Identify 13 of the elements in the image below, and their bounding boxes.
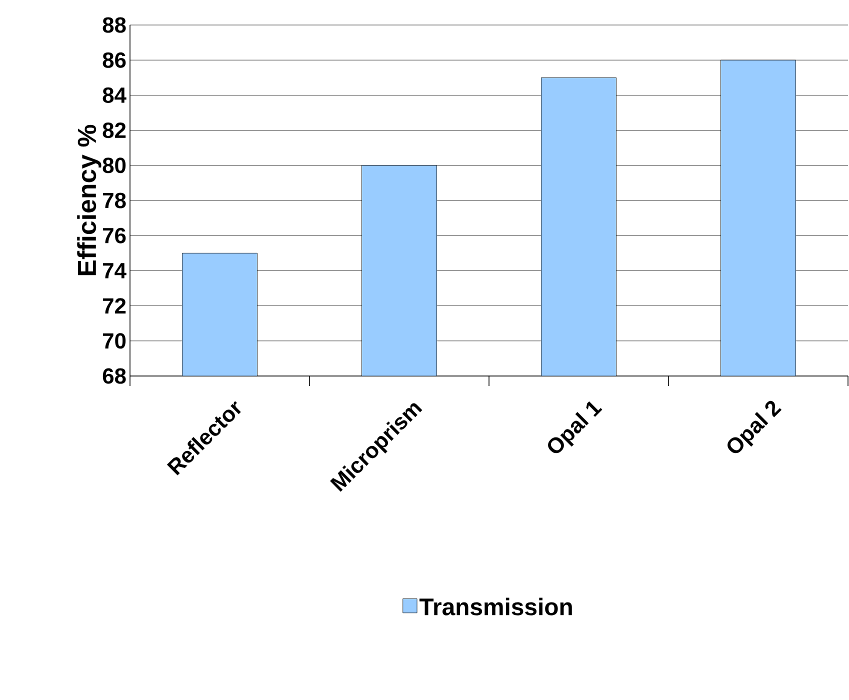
y-tick-label: 80 xyxy=(102,158,126,174)
y-axis-title: Efficiency % xyxy=(77,124,102,276)
y-tick-label: 86 xyxy=(102,52,126,68)
y-tick-label: 84 xyxy=(102,87,126,103)
y-tick-label: 70 xyxy=(103,333,126,349)
y-tick-label: 88 xyxy=(102,17,126,33)
y-tick-label: 76 xyxy=(103,228,126,244)
y-tick-label: 82 xyxy=(102,122,126,138)
legend-label: Transmission xyxy=(419,598,572,616)
y-tick-label: 78 xyxy=(103,192,126,208)
y-tick-label: 68 xyxy=(102,368,126,384)
y-tick-label: 72 xyxy=(103,298,126,314)
y-tick-label: 74 xyxy=(103,263,126,278)
